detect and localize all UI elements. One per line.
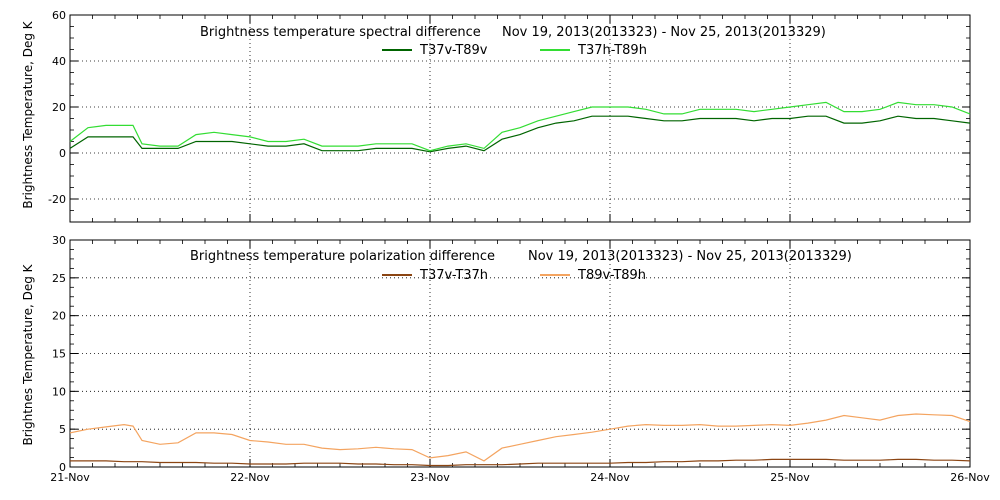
series-line-t37h-t89h xyxy=(69,101,971,152)
legend-label-t37v-t37h: T37v-T37h xyxy=(419,268,488,283)
spectral-difference-panel: Brightness temperature spectral differen… xyxy=(21,9,971,223)
y-tick-label: 30 xyxy=(52,234,66,247)
series-line-t89v-t89h xyxy=(69,413,971,462)
y-tick-label: 40 xyxy=(52,55,66,68)
y-tick-label: 0 xyxy=(59,147,66,160)
y-tick-label: 10 xyxy=(52,385,66,398)
y-tick-label: 0 xyxy=(59,461,66,474)
plot-frame xyxy=(69,14,971,223)
x-tick-label: 21-Nov xyxy=(50,471,90,484)
panel-2-title: Brightness temperature polarization diff… xyxy=(190,249,495,264)
panel-1-title: Brightness temperature spectral differen… xyxy=(200,25,481,40)
panel-1-subtitle: Nov 19, 2013(2013323) - Nov 25, 2013(201… xyxy=(502,25,826,40)
legend-label-t89v-t89h: T89v-T89h xyxy=(577,268,646,283)
panel-2-subtitle: Nov 19, 2013(2013323) - Nov 25, 2013(201… xyxy=(528,249,852,264)
polarization-difference-panel: Brightness temperature polarization diff… xyxy=(21,234,990,484)
x-tick-label: 25-Nov xyxy=(770,471,810,484)
y-tick-label: 25 xyxy=(52,272,66,285)
panel-1-ylabel: Brightness Temperature, Deg K xyxy=(21,20,35,208)
y-tick-label: -20 xyxy=(48,193,66,206)
legend-label-t37v-t89v: T37v-T89v xyxy=(419,43,488,58)
y-tick-label: 20 xyxy=(52,101,66,114)
x-tick-label: 24-Nov xyxy=(590,471,630,484)
x-tick-label: 23-Nov xyxy=(410,471,450,484)
y-tick-label: 60 xyxy=(52,9,66,22)
x-tick-label: 26-Nov xyxy=(950,471,990,484)
series-line-t37v-t37h xyxy=(70,458,971,467)
y-tick-label: 15 xyxy=(52,348,66,361)
x-tick-label: 22-Nov xyxy=(230,471,270,484)
legend-label-t37h-t89h: T37h-T89h xyxy=(577,43,647,58)
y-tick-label: 5 xyxy=(59,423,66,436)
series-line-t37v-t89v xyxy=(69,115,971,153)
panel-2-ylabel: Brightnes Temperature, Deg K xyxy=(21,263,35,445)
y-tick-label: 20 xyxy=(52,310,66,323)
